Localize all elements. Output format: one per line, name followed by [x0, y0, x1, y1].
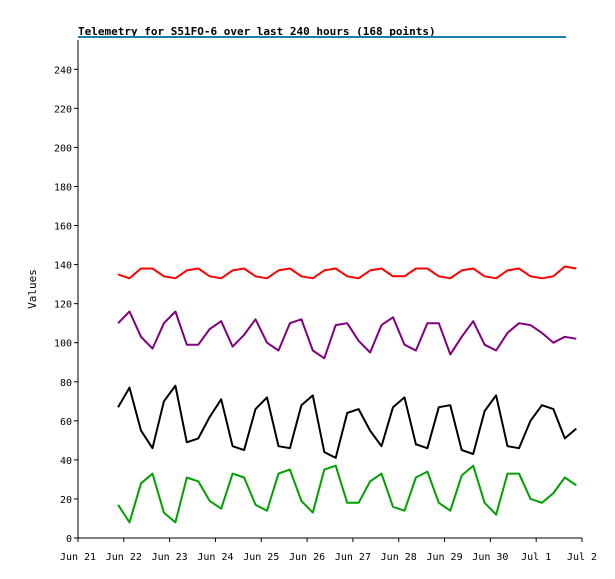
y-tick-label: 160 — [54, 222, 72, 233]
y-tick-label: 220 — [54, 104, 72, 115]
y-tick-label: 40 — [60, 456, 72, 467]
x-tick-label: Jun 24 — [197, 552, 233, 563]
y-tick-label: 120 — [54, 300, 72, 311]
x-tick-label: Jun 21 — [60, 552, 96, 563]
y-tick-label: 240 — [54, 65, 72, 76]
x-tick-label: Jun 27 — [335, 552, 371, 563]
series-line-4 — [117, 464, 577, 524]
y-tick-label: 20 — [60, 495, 72, 506]
y-tick-label: 200 — [54, 143, 72, 154]
series-line-3 — [117, 384, 577, 459]
y-tick-label: 180 — [54, 182, 72, 193]
x-tick-label: Jul 1 — [521, 552, 551, 563]
series-line-2 — [117, 310, 577, 360]
x-tick-label: Jun 25 — [243, 552, 279, 563]
x-tick-label: Jun 28 — [381, 552, 417, 563]
x-tick-label: Jun 22 — [106, 552, 142, 563]
y-tick-label: 60 — [60, 417, 72, 428]
y-tick-label: 100 — [54, 339, 72, 350]
x-tick-label: Jun 23 — [152, 552, 188, 563]
x-tick-label: Jun 29 — [426, 552, 462, 563]
y-tick-label: 140 — [54, 261, 72, 272]
y-axis: 0 20 40 60 80 100 120 140 160 180 200 220 240 — [54, 40, 79, 545]
x-axis: Jun 21 Jun 22 Jun 23 Jun 24 Jun 25 Jun 26 Jun … — [60, 537, 597, 563]
y-tick-label: 0 — [66, 534, 72, 545]
series-line-1 — [117, 265, 577, 280]
y-axis-label: Values — [26, 269, 39, 309]
y-tick-label: 80 — [60, 378, 72, 389]
x-tick-label: Jul 2 — [567, 552, 597, 563]
x-tick-label: Jun 30 — [472, 552, 508, 563]
series-layer — [117, 265, 577, 524]
x-tick-label: Jun 26 — [289, 552, 325, 563]
chart-title: Telemetry for S51FO-6 over last 240 hour… — [78, 25, 436, 38]
